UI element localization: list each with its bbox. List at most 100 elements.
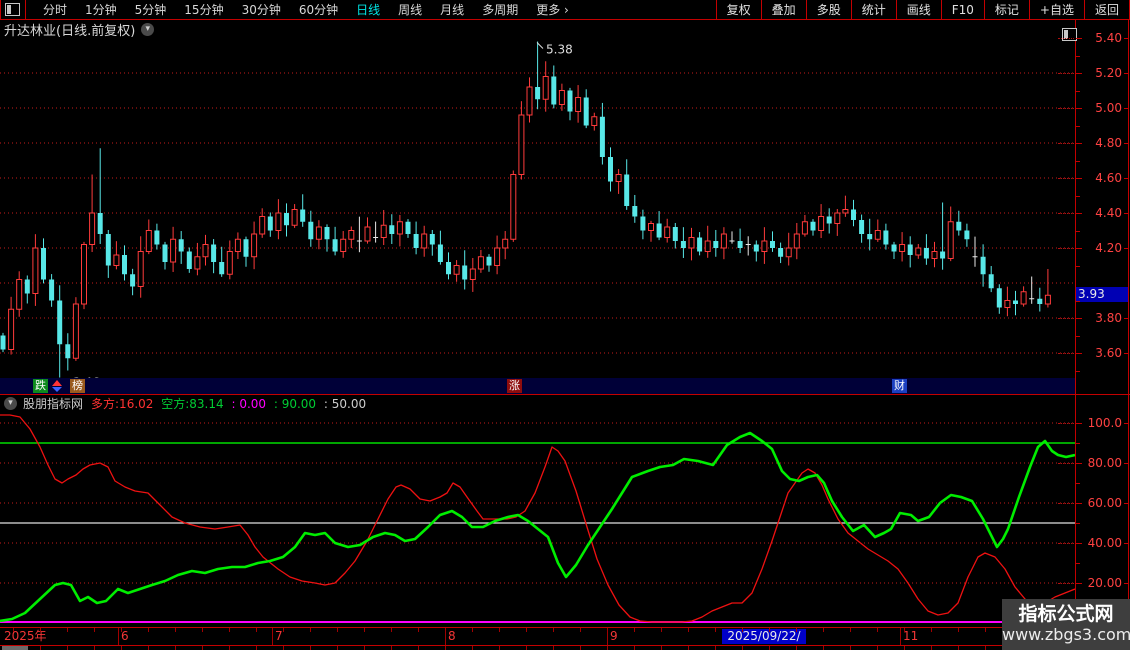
price-axis-label: 3.80 <box>1095 311 1122 325</box>
price-axis: 5.40 5.20 5.00 4.80 4.60 4.40 4.20 3.80 3.60 100.… <box>1075 20 1130 645</box>
toolbar-period-5分钟[interactable]: 5分钟 <box>134 3 167 17</box>
toolbar-period-月线[interactable]: 月线 <box>440 3 465 17</box>
toolbar-period-更多 ›[interactable]: 更多 › <box>536 3 569 17</box>
candlestick-chart: 5.38 ←3.46 <box>0 41 1075 378</box>
toolbar-period-周线[interactable]: 周线 <box>398 3 423 17</box>
toolbar-period-日线[interactable]: 日线 <box>356 3 381 17</box>
axis-minor-tick <box>1076 160 1080 162</box>
indicator-header: ▾ 股朋指标网 多方:16.02 空方:83.14 : 0.00 : 90.00… <box>0 396 1070 411</box>
link-涨[interactable]: 涨 <box>507 379 522 393</box>
axis-minor-tick <box>1076 90 1080 92</box>
bottom-tick <box>94 646 95 650</box>
x-axis-tick <box>202 628 203 632</box>
triangle-down-icon <box>52 387 62 392</box>
toolbar-button-画线[interactable]: 画线 <box>895 0 941 19</box>
toolbar-button-标记[interactable]: 标记 <box>983 0 1029 19</box>
window-layout-icon[interactable] <box>5 3 20 16</box>
x-axis-tick <box>877 628 878 632</box>
axis-minor-tick <box>1076 563 1080 564</box>
bottom-divider <box>0 645 1130 646</box>
toolbar-button-返回[interactable]: 返回 <box>1083 0 1130 19</box>
axis-tick <box>1076 318 1082 319</box>
bottom-tick <box>931 646 932 650</box>
bottom-tick <box>850 646 851 650</box>
axis-minor-tick <box>1076 265 1080 267</box>
x-axis-tick <box>958 628 959 632</box>
axis-tick <box>1124 353 1128 354</box>
x-axis-tick <box>175 628 176 632</box>
indicator-value: : 90.00 <box>270 397 317 411</box>
bottom-tick <box>985 646 986 650</box>
panel-divider <box>0 394 1130 395</box>
link-跌[interactable]: 跌 <box>33 379 48 393</box>
toolbar-button-F10[interactable]: F10 <box>940 0 984 19</box>
toolbar-period-15分钟[interactable]: 15分钟 <box>184 3 224 17</box>
toolbar-period-分时[interactable]: 分时 <box>43 3 68 17</box>
toolbar-period-30分钟[interactable]: 30分钟 <box>241 3 281 17</box>
toolbar-button-复权[interactable]: 复权 <box>715 0 761 19</box>
chart-title-bar: 升达林业(日线.前复权) ▾ <box>4 22 155 39</box>
x-axis-tick <box>742 628 743 632</box>
axis-tick <box>1076 463 1082 464</box>
x-axis-tick <box>13 628 14 632</box>
toolbar-period-60分钟[interactable]: 60分钟 <box>298 3 339 17</box>
bottom-tick <box>337 646 338 650</box>
last-price-tag: 3.93 <box>1076 287 1128 303</box>
axis-minor-tick <box>1076 55 1080 57</box>
bottom-tick <box>310 646 311 650</box>
x-axis-tick <box>40 628 41 632</box>
axis-tick <box>1124 543 1128 544</box>
bottom-tick <box>445 646 446 650</box>
bottom-tick <box>418 646 419 650</box>
axis-tick <box>1124 73 1128 74</box>
x-axis-tick <box>634 628 635 632</box>
window-layout-icon[interactable] <box>1062 28 1077 41</box>
watermark-url: www.zbgs3.com <box>1002 625 1130 644</box>
grid-leader <box>1058 423 1074 425</box>
bottom-tick <box>742 646 743 650</box>
axis-tick <box>1124 178 1128 179</box>
bottom-tick <box>796 646 797 650</box>
x-axis-separator <box>607 628 608 645</box>
axis-tick <box>1124 248 1128 249</box>
x-axis-separator <box>118 628 119 645</box>
axis-tick <box>1124 463 1128 464</box>
grid-leader <box>1058 543 1074 545</box>
toolbar-button-叠加[interactable]: 叠加 <box>760 0 806 19</box>
link-榜[interactable]: 榜 <box>70 379 85 393</box>
bottom-tick <box>391 646 392 650</box>
grid-leader <box>1058 178 1074 180</box>
x-axis: 2025年 2025/09/22/— 6 7 8 9 11 <box>0 628 1075 650</box>
bottom-tick <box>472 646 473 650</box>
toolbar-button-多股[interactable]: 多股 <box>805 0 851 19</box>
grid-leader <box>1058 503 1074 505</box>
indicator-chart <box>0 414 1075 623</box>
toolbar-button-统计[interactable]: 统计 <box>850 0 896 19</box>
x-axis-tick <box>769 628 770 632</box>
x-axis-tick <box>256 628 257 632</box>
bottom-tick <box>634 646 635 650</box>
link-财[interactable]: 财 <box>892 379 907 393</box>
grid-leader <box>1058 248 1074 250</box>
axis-tick <box>1124 583 1128 584</box>
chevron-down-icon[interactable]: ▾ <box>141 23 155 36</box>
bottom-tick <box>877 646 878 650</box>
toolbar-button-+自选[interactable]: +自选 <box>1028 0 1084 19</box>
bottom-tick <box>958 646 959 650</box>
x-axis-tick <box>472 628 473 632</box>
bottom-tick-strip <box>0 646 1130 650</box>
bottom-tick <box>607 646 608 650</box>
x-axis-tick <box>229 628 230 632</box>
bottom-tick <box>526 646 527 650</box>
axis-minor-tick <box>1076 443 1080 444</box>
toolbar-period-1分钟[interactable]: 1分钟 <box>85 3 117 17</box>
chevron-down-icon[interactable]: ▾ <box>4 397 17 410</box>
svg-text:5.38: 5.38 <box>546 43 573 57</box>
x-axis-tick <box>553 628 554 632</box>
axis-tick <box>1076 108 1082 109</box>
bottom-tick <box>121 646 122 650</box>
toolbar-period-多周期[interactable]: 多周期 <box>482 3 519 17</box>
triangle-up-icon[interactable] <box>52 380 62 386</box>
x-axis-month-label: 7 <box>275 629 283 643</box>
toolbar-actions: 复权 叠加 多股 统计 画线 F10 标记 +自选 返回 <box>715 0 1130 19</box>
